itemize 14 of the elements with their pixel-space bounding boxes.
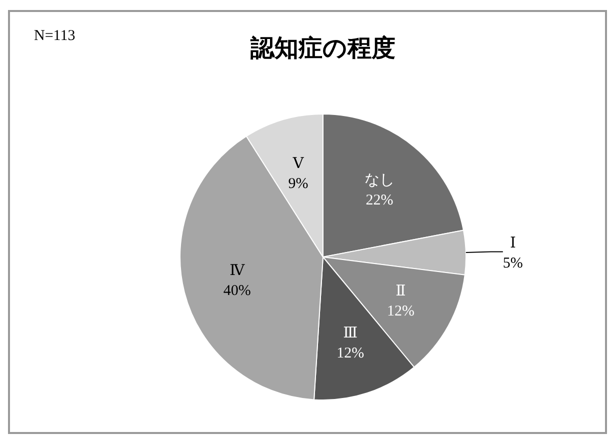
data-label: 12%	[336, 345, 364, 362]
data-label: 22%	[366, 192, 394, 209]
slice-label: Ⅳ	[230, 263, 246, 280]
slice-label: Ⅱ	[396, 284, 406, 300]
chart-title: 認知症の程度	[250, 35, 396, 62]
text: N=113	[34, 28, 76, 44]
slice-label: Ⅴ	[292, 156, 305, 172]
data-label: 9%	[288, 176, 308, 192]
data-label: 40%	[223, 283, 251, 300]
slice-label: Ⅲ	[343, 325, 358, 342]
data-label: 5%	[502, 256, 523, 272]
slice-label: Ⅰ	[510, 236, 516, 252]
data-label: 12%	[386, 304, 414, 320]
slice-label: なし	[364, 172, 395, 189]
